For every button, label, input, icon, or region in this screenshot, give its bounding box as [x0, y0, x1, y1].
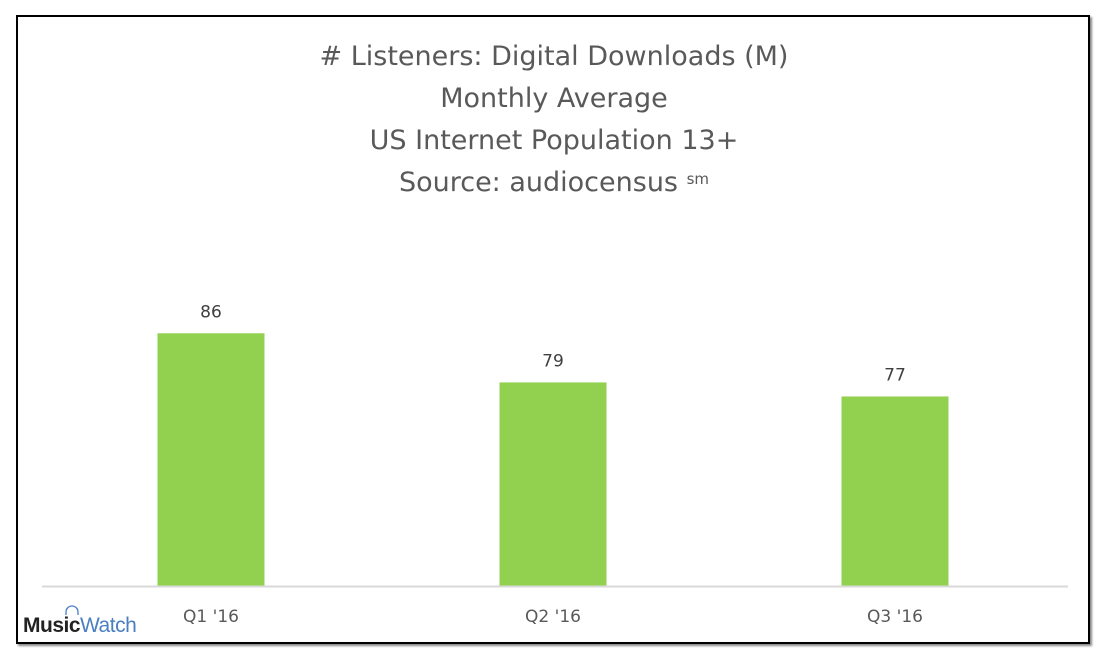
x-tick-label-3: Q3 '16	[867, 607, 923, 627]
musicwatch-logo: MusicWatch	[23, 605, 137, 638]
chart-frame	[16, 15, 1090, 644]
title-source: Source: audiocensus	[398, 167, 678, 198]
headphones-icon	[65, 605, 79, 615]
data-label-3: 77	[884, 365, 906, 385]
chart-title: # Listeners: Digital Downloads (M) Month…	[0, 36, 1108, 204]
title-line-3: US Internet Population 13+	[369, 125, 739, 156]
title-superscript: sm	[686, 170, 710, 188]
data-label-2: 79	[542, 351, 564, 371]
title-line-2: Monthly Average	[440, 83, 668, 114]
data-label-1: 86	[200, 302, 222, 322]
bar-1	[157, 333, 265, 586]
title-line-4: Source: audiocensus sm	[0, 162, 1108, 204]
x-tick-label-1: Q1 '16	[183, 607, 239, 627]
title-line-1: # Listeners: Digital Downloads (M)	[319, 41, 789, 72]
bar-2	[499, 382, 607, 586]
bar-3	[841, 396, 949, 586]
x-tick-label-2: Q2 '16	[525, 607, 581, 627]
